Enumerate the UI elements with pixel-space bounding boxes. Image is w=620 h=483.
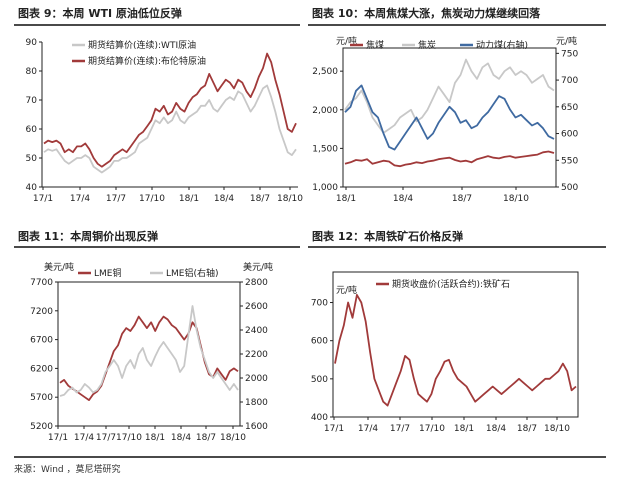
chart9-xtick-label: 18/4: [214, 194, 234, 204]
chart11-ytick-label: 6700: [30, 336, 53, 346]
chart11-xtick-label: 17/4: [74, 433, 94, 443]
chart11-y2tick-label: 2400: [245, 326, 268, 336]
chart9-xtick-label: 17/1: [33, 194, 53, 204]
chart10-legend-label-0: 焦煤: [366, 39, 384, 51]
chart11-series-1-line: [59, 305, 239, 397]
chart10-y2tick-label: 750: [561, 49, 578, 59]
source-rule: [14, 456, 606, 458]
chart11-xtick-label: 18/10: [220, 433, 246, 443]
chart11-xtick-label: 18/1: [145, 433, 165, 443]
chart9-title-rule: [14, 24, 300, 26]
chart12-title-rule: [308, 246, 606, 248]
chart11-y2tick-label: 2800: [245, 278, 268, 288]
chart11-legend-label-1: LME铝(右轴): [166, 267, 219, 279]
chart9-ytick-label: 90: [26, 38, 38, 48]
chart9-ytick-label: 40: [26, 183, 38, 193]
chart12-frame: [332, 271, 579, 418]
chart9-xtick-label: 17/10: [139, 194, 165, 204]
chart12-title: 图表 12：本周铁矿石价格反弹: [312, 230, 464, 243]
chart12-xtick-label: 17/10: [419, 424, 445, 434]
chart11-title: 图表 11：本周铜价出现反弹: [18, 230, 159, 243]
chart12-xtick-label: 18/10: [544, 424, 570, 434]
chart10-series-0-line: [344, 150, 555, 168]
chart10-ytick-label: 1,500: [312, 144, 338, 154]
chart10-xtick-label: 18/1: [336, 194, 356, 204]
chart11-xtick-label: 18/7: [196, 433, 216, 443]
chart10-xtick-label: 18/10: [503, 194, 529, 204]
chart10-series-1-line: [344, 58, 555, 134]
chart10-title: 图表 10：本周焦煤大涨，焦炭动力煤继续回落: [312, 7, 541, 20]
chart9-ytick-label: 70: [26, 96, 38, 106]
chart11-frame: [57, 281, 241, 427]
chart11-y2tick-label: 1600: [245, 422, 268, 432]
chart12-xtick-label: 18/4: [486, 424, 506, 434]
chart12-legend-label-0: 期货收盘价(活跃合约):铁矿石: [392, 278, 510, 290]
chart9-ytick-label: 50: [26, 154, 38, 164]
chart10-y2tick-label: 650: [561, 103, 578, 113]
chart9-legend-label-1: 期货结算价(连续):布伦特原油: [88, 55, 206, 67]
chart10-ytick-label: 2,000: [312, 106, 338, 116]
chart11-y2tick-label: 2200: [245, 350, 268, 360]
chart11-ytick-label: 5700: [30, 393, 53, 403]
chart12-xtick-label: 17/4: [358, 424, 378, 434]
chart9-xtick-label: 17/4: [70, 194, 90, 204]
chart12-xtick-label: 18/1: [454, 424, 474, 434]
chart10-xtick-label: 18/7: [452, 194, 472, 204]
chart11-xtick-label: 17/10: [116, 433, 142, 443]
chart11-ytick-label: 5200: [30, 422, 53, 432]
chart10-frame: [342, 47, 557, 188]
chart11-y2tick-label: 1800: [245, 398, 268, 408]
chart12-ytick-label: 700: [311, 299, 328, 309]
chart9-xtick-label: 17/7: [106, 194, 126, 204]
source-note: 来源：Wind ，莫尼塔研究: [14, 465, 121, 475]
chart11-title-rule: [14, 246, 300, 248]
chart11-ytick-label: 6200: [30, 364, 53, 374]
chart10-ytick-label: 1,000: [312, 183, 338, 193]
chart10-y2tick-label: 500: [561, 183, 578, 193]
chart9-ytick-label: 80: [26, 67, 38, 77]
chart11-xtick-label: 18/4: [171, 433, 191, 443]
chart9-series-0-line: [43, 84, 297, 174]
chart9-series-1-line: [43, 52, 297, 168]
chart12-xtick-label: 18/7: [517, 424, 537, 434]
chart9-ytick-label: 60: [26, 125, 38, 135]
chart10-y2tick-label: 700: [561, 76, 578, 86]
chart11-y2tick-label: 2600: [245, 302, 268, 312]
chart10-y2tick-label: 550: [561, 156, 578, 166]
chart12-xtick-label: 17/7: [390, 424, 410, 434]
chart12-series-0-line: [334, 293, 577, 407]
chart10-ytick-label: 2,500: [312, 67, 338, 77]
chart11-ytick-label: 7200: [30, 307, 53, 317]
chart10-y2tick-label: 600: [561, 130, 578, 140]
chart12-ytick-label: 600: [311, 337, 328, 347]
chart11-y-unit-left: 美元/吨: [44, 261, 74, 273]
chart9-xtick-label: 18/7: [250, 194, 270, 204]
chart11-xtick-label: 17/7: [96, 433, 116, 443]
chart9-title: 图表 9：本周 WTI 原油低位反弹: [18, 7, 182, 20]
chart12-y-unit-left: 元/吨: [336, 284, 357, 296]
chart10-title-rule: [308, 24, 606, 26]
chart11-legend-label-0: LME铜: [94, 267, 121, 279]
chart12-ytick-label: 500: [311, 375, 328, 385]
chart9-legend-label-0: 期货结算价(连续):WTI原油: [88, 39, 196, 51]
chart10-xtick-label: 18/4: [393, 194, 413, 204]
chart10-series-2-line: [344, 84, 555, 151]
chart11-series-0-line: [59, 315, 239, 402]
chart11-ytick-label: 7700: [30, 278, 53, 288]
chart10-legend-label-1: 焦炭: [418, 39, 436, 51]
chart11-y2tick-label: 2000: [245, 374, 268, 384]
chart9-xtick-label: 18/1: [179, 194, 199, 204]
chart10-legend-label-2: 动力煤(右轴): [476, 39, 528, 51]
chart11-xtick-label: 17/1: [48, 433, 68, 443]
chart12-ytick-label: 400: [311, 413, 328, 423]
chart9-xtick-label: 18/10: [277, 194, 303, 204]
chart11-y-unit-right: 美元/吨: [243, 261, 273, 273]
chart10-y-unit-right: 元/吨: [556, 35, 577, 47]
chart12-xtick-label: 17/1: [324, 424, 344, 434]
